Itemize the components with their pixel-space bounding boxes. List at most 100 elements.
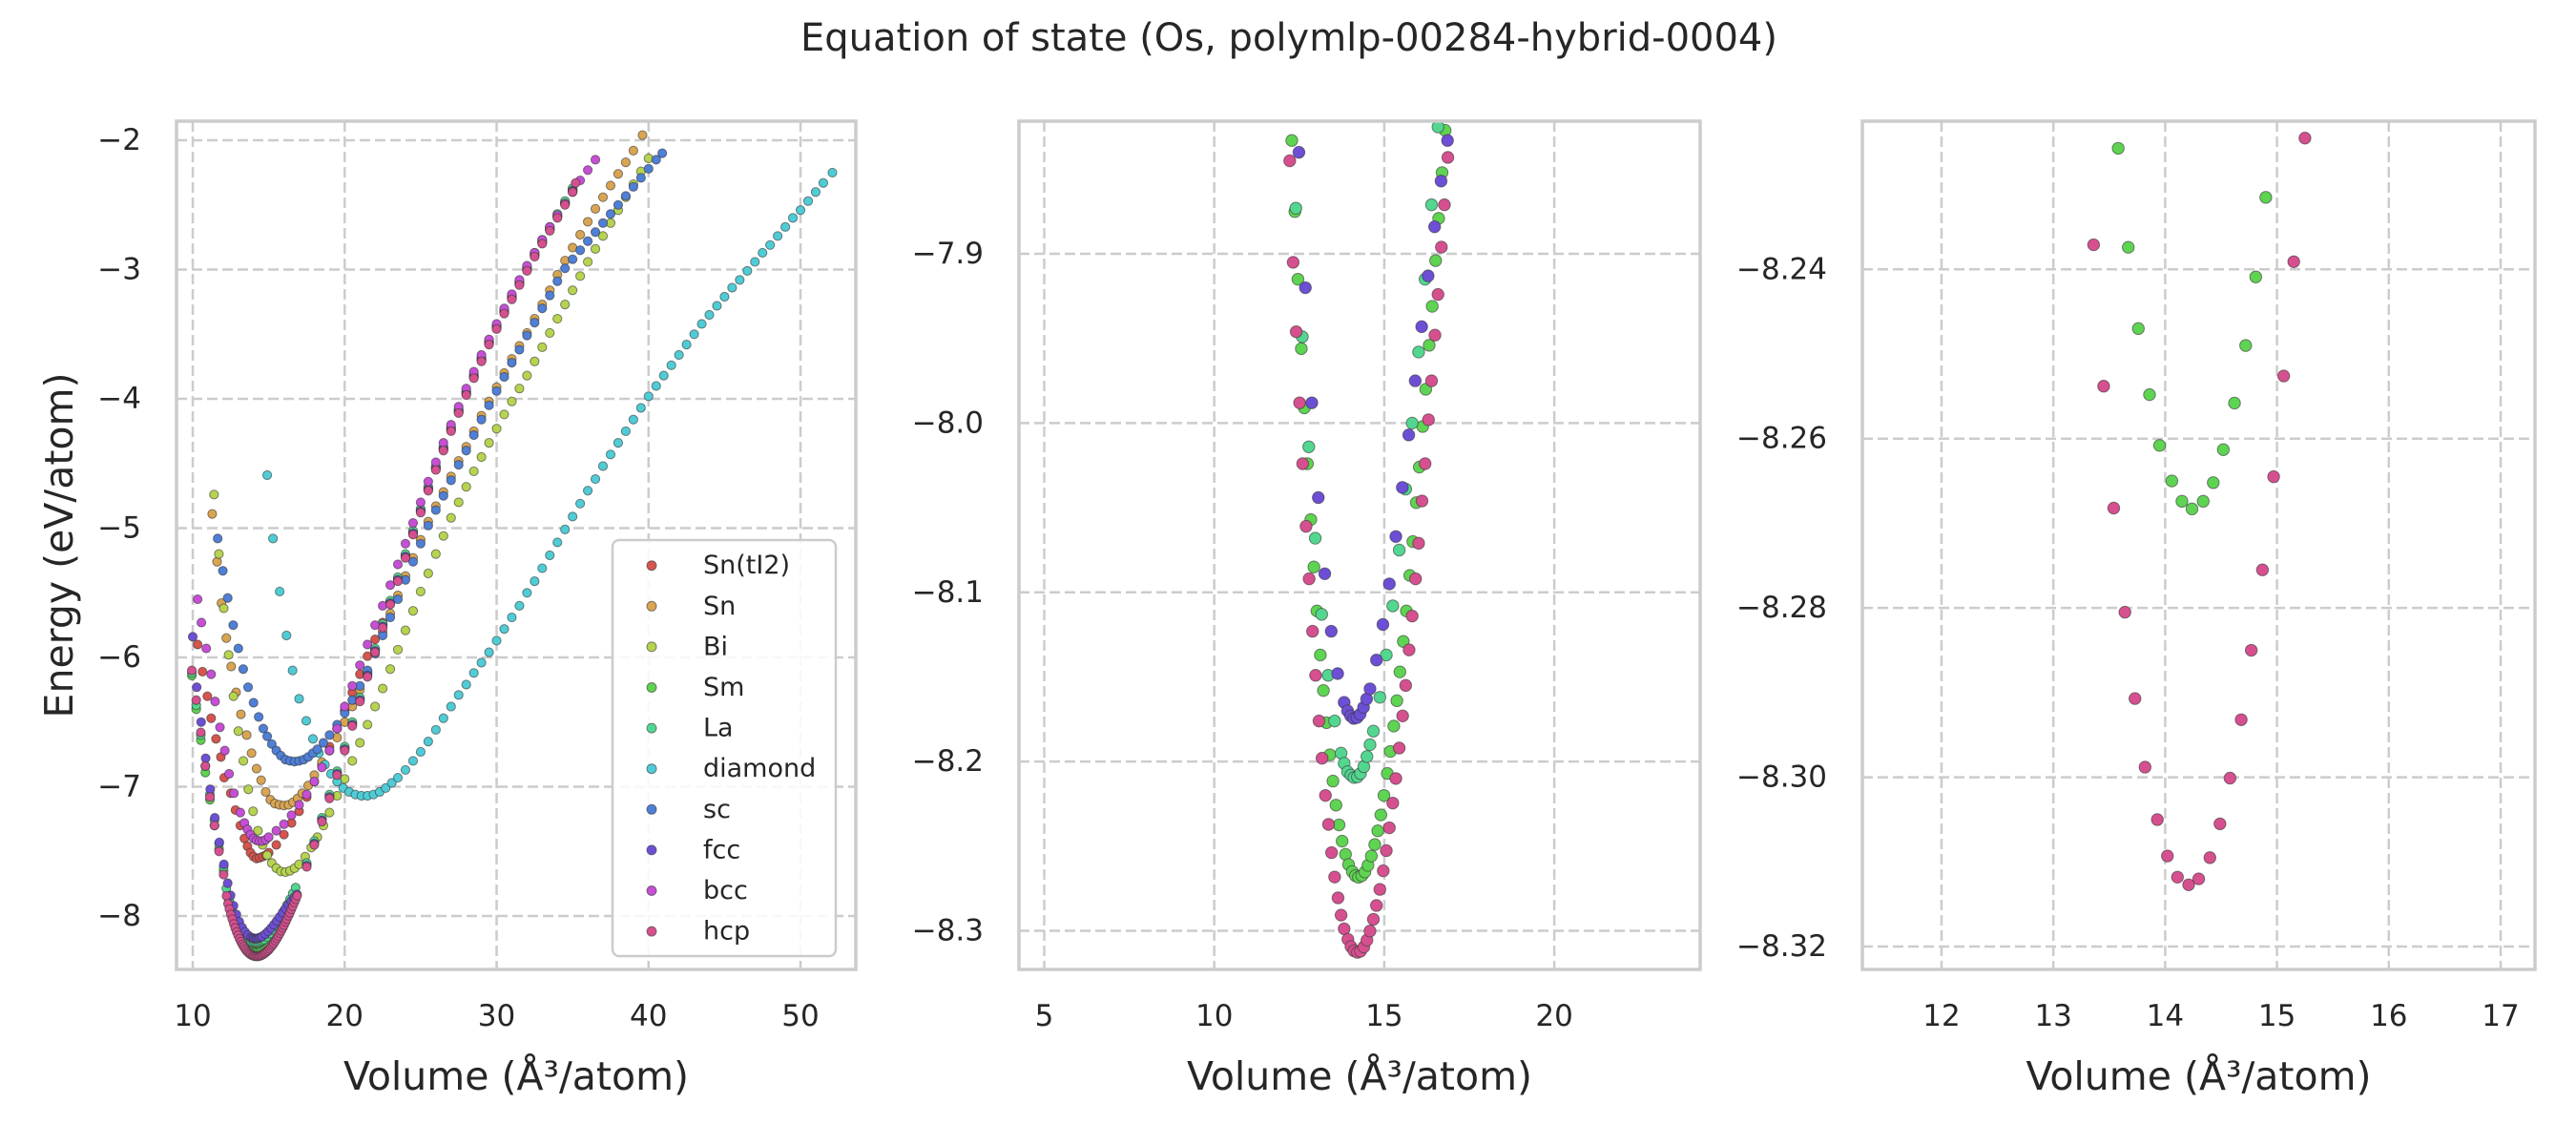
data-point xyxy=(1423,339,1436,352)
data-point xyxy=(590,155,601,165)
data-point xyxy=(1418,457,1432,470)
data-point xyxy=(400,764,411,776)
data-point xyxy=(582,486,593,496)
legend-item: La xyxy=(646,714,734,743)
data-point xyxy=(438,490,448,501)
data-point xyxy=(1374,808,1388,822)
data-point xyxy=(2182,878,2195,891)
series-hcp xyxy=(2087,132,2312,891)
data-point xyxy=(461,679,471,690)
data-point xyxy=(1392,543,1406,557)
data-point xyxy=(1302,440,1316,453)
data-point xyxy=(2196,494,2210,509)
data-point xyxy=(597,461,609,471)
data-point xyxy=(530,576,540,587)
data-point xyxy=(1390,694,1403,708)
data-point xyxy=(1363,682,1377,696)
data-point xyxy=(530,251,540,262)
series-sc xyxy=(213,148,668,767)
data-point xyxy=(590,473,601,485)
data-point xyxy=(423,486,433,496)
data-point xyxy=(2150,813,2164,826)
data-point xyxy=(223,768,235,780)
data-point xyxy=(552,313,563,324)
data-point xyxy=(332,770,343,781)
data-point xyxy=(206,713,217,723)
y-tick-label: −8.3 xyxy=(912,914,984,948)
data-point xyxy=(545,550,555,561)
data-point xyxy=(243,784,254,795)
data-point xyxy=(643,391,654,402)
data-point xyxy=(186,665,197,676)
data-point xyxy=(643,163,654,174)
data-point xyxy=(260,786,271,798)
data-point xyxy=(522,588,532,598)
data-point xyxy=(597,231,609,241)
data-point xyxy=(415,746,426,758)
data-point xyxy=(1366,724,1381,738)
data-point xyxy=(1389,772,1402,785)
data-point xyxy=(226,661,237,672)
y-tick-label: −8.0 xyxy=(912,406,984,440)
data-point xyxy=(423,568,433,579)
data-point xyxy=(453,407,464,419)
x-axis-label: Volume (Å³/atom) xyxy=(343,1053,689,1099)
x-axis-label: Volume (Å³/atom) xyxy=(2025,1053,2371,1099)
series-hcp xyxy=(186,177,581,962)
data-point xyxy=(415,497,426,508)
data-point xyxy=(582,217,593,227)
legend-item: Sn(tI2) xyxy=(646,551,790,580)
data-point xyxy=(795,205,806,216)
data-point xyxy=(712,301,722,311)
data-point xyxy=(215,722,225,733)
data-point xyxy=(438,446,448,456)
data-point xyxy=(453,460,464,470)
data-point xyxy=(263,832,274,843)
data-point xyxy=(1363,738,1377,752)
data-point xyxy=(271,840,281,850)
data-point xyxy=(468,373,479,384)
data-point xyxy=(1415,494,1429,508)
data-point xyxy=(196,727,206,738)
data-point xyxy=(530,318,540,328)
data-point xyxy=(1291,272,1305,286)
y-tick-label: −8.32 xyxy=(1736,929,1827,964)
data-point xyxy=(340,745,350,756)
data-point xyxy=(1315,751,1329,765)
data-point xyxy=(1336,834,1349,848)
data-point xyxy=(209,489,219,500)
data-point xyxy=(476,657,487,668)
data-point xyxy=(2234,713,2248,726)
data-point xyxy=(1429,254,1443,267)
data-point xyxy=(1415,320,1428,334)
data-point xyxy=(392,559,404,570)
data-point xyxy=(560,300,571,310)
data-point xyxy=(309,840,320,850)
data-point xyxy=(1441,134,1454,147)
data-point xyxy=(545,225,555,237)
data-point xyxy=(1431,287,1444,302)
data-point xyxy=(628,145,638,156)
data-point xyxy=(324,793,335,803)
data-point xyxy=(590,203,601,214)
x-tick-label: 30 xyxy=(478,999,515,1033)
data-point xyxy=(773,231,783,241)
data-point xyxy=(423,737,433,747)
data-point xyxy=(514,280,525,290)
y-tick-label: −8.28 xyxy=(1736,591,1827,625)
data-point xyxy=(1302,572,1316,586)
data-point xyxy=(241,730,252,740)
data-point xyxy=(392,576,404,587)
legend-marker xyxy=(646,803,657,815)
x-tick-label: 14 xyxy=(2147,999,2184,1033)
data-point xyxy=(1424,374,1439,387)
legend-label: hcp xyxy=(703,917,750,947)
legend-label: Bi xyxy=(703,632,728,661)
data-point xyxy=(1428,328,1442,342)
data-point xyxy=(827,167,838,178)
data-point xyxy=(221,890,232,902)
data-point xyxy=(261,469,273,481)
data-point xyxy=(207,509,218,519)
series-fcc xyxy=(1292,134,1454,725)
data-point xyxy=(491,635,502,646)
